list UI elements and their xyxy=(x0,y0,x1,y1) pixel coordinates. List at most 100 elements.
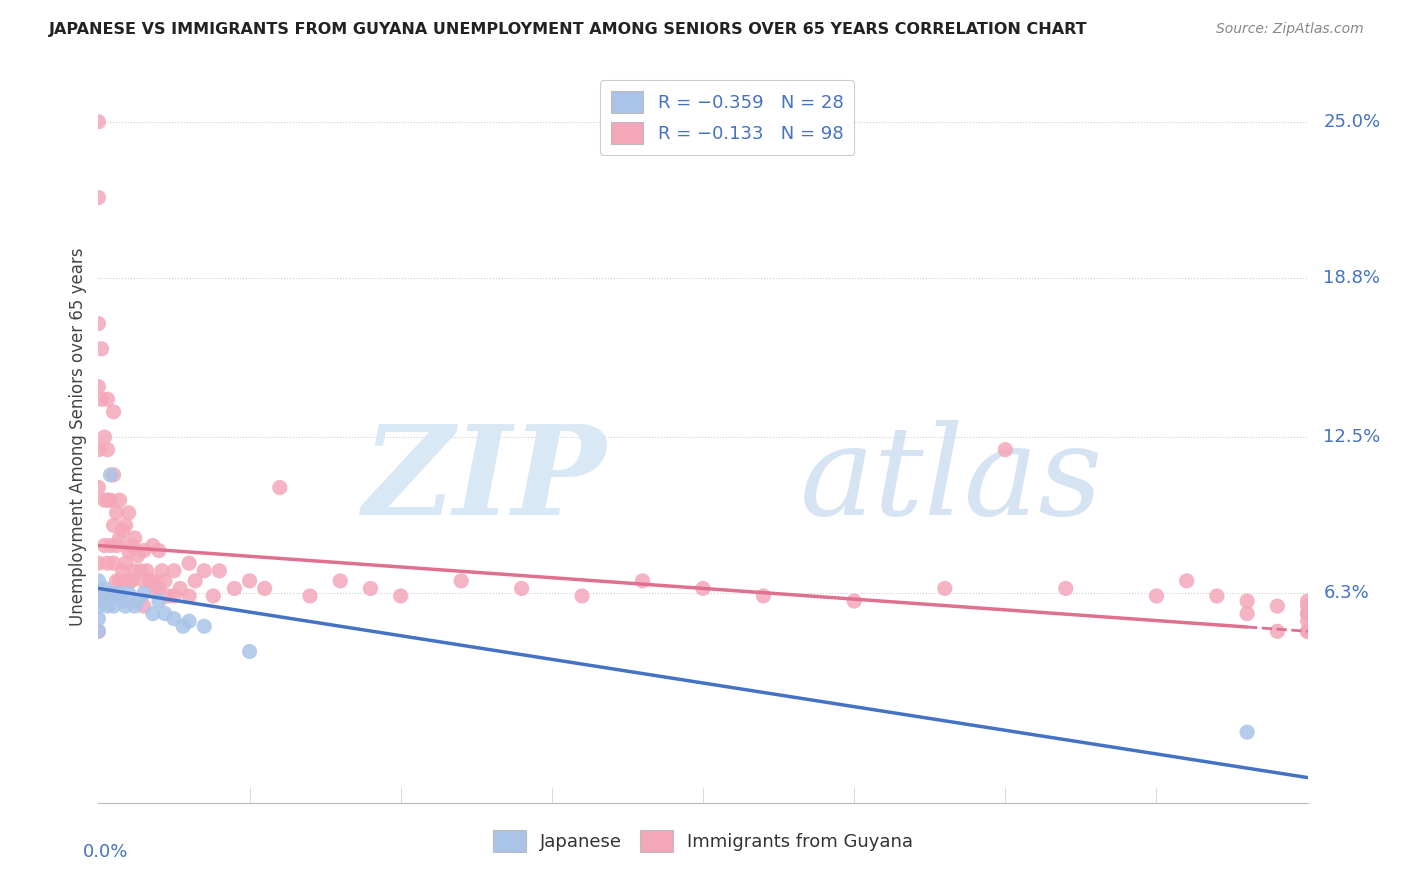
Point xyxy=(692,582,714,596)
Point xyxy=(631,574,654,588)
Point xyxy=(135,564,157,578)
Point xyxy=(118,506,141,520)
Point xyxy=(1296,624,1319,639)
Point xyxy=(127,594,149,608)
Point xyxy=(87,599,110,613)
Text: atlas: atlas xyxy=(800,420,1104,541)
Point xyxy=(103,405,125,419)
Point xyxy=(93,430,115,444)
Point xyxy=(132,599,155,613)
Point xyxy=(1296,607,1319,621)
Point xyxy=(105,539,128,553)
Point xyxy=(329,574,352,588)
Point xyxy=(124,531,146,545)
Point xyxy=(1296,599,1319,613)
Text: Source: ZipAtlas.com: Source: ZipAtlas.com xyxy=(1216,22,1364,37)
Point xyxy=(103,586,125,600)
Point xyxy=(87,624,110,639)
Point xyxy=(118,586,141,600)
Point xyxy=(1296,607,1319,621)
Point xyxy=(193,564,215,578)
Point xyxy=(111,594,134,608)
Point xyxy=(1236,607,1258,621)
Point xyxy=(87,190,110,204)
Point xyxy=(87,481,110,495)
Point xyxy=(114,599,136,613)
Point xyxy=(96,586,118,600)
Point xyxy=(108,493,131,508)
Point xyxy=(148,582,170,596)
Point xyxy=(132,543,155,558)
Point xyxy=(150,564,173,578)
Point xyxy=(844,594,866,608)
Point xyxy=(93,589,115,603)
Point xyxy=(1054,582,1077,596)
Point xyxy=(1267,624,1289,639)
Point xyxy=(87,115,110,129)
Y-axis label: Unemployment Among Seniors over 65 years: Unemployment Among Seniors over 65 years xyxy=(69,248,87,626)
Point xyxy=(450,574,472,588)
Text: 25.0%: 25.0% xyxy=(1323,112,1381,131)
Point xyxy=(571,589,593,603)
Point xyxy=(156,589,179,603)
Point xyxy=(1296,624,1319,639)
Point xyxy=(93,582,115,596)
Point xyxy=(87,442,110,457)
Point xyxy=(389,589,412,603)
Point xyxy=(93,539,115,553)
Point xyxy=(179,614,201,628)
Point xyxy=(96,392,118,407)
Point xyxy=(153,574,176,588)
Point xyxy=(360,582,382,596)
Point xyxy=(124,564,146,578)
Point xyxy=(145,582,167,596)
Point xyxy=(299,589,322,603)
Point xyxy=(139,574,162,588)
Point xyxy=(253,582,276,596)
Point xyxy=(108,531,131,545)
Point xyxy=(108,574,131,588)
Point xyxy=(103,518,125,533)
Point xyxy=(163,589,186,603)
Point xyxy=(163,612,186,626)
Point xyxy=(169,582,191,596)
Point xyxy=(96,442,118,457)
Point xyxy=(1144,589,1167,603)
Text: 12.5%: 12.5% xyxy=(1323,428,1381,446)
Point xyxy=(148,543,170,558)
Text: 18.8%: 18.8% xyxy=(1323,269,1381,287)
Point xyxy=(96,556,118,570)
Point xyxy=(90,392,112,407)
Point xyxy=(87,624,110,639)
Point xyxy=(100,493,122,508)
Point xyxy=(239,574,262,588)
Point xyxy=(1236,594,1258,608)
Point xyxy=(239,644,262,658)
Point xyxy=(100,467,122,482)
Point xyxy=(127,549,149,563)
Point xyxy=(1296,614,1319,628)
Point xyxy=(269,481,291,495)
Point xyxy=(121,539,143,553)
Point xyxy=(87,574,110,588)
Point xyxy=(179,589,201,603)
Point xyxy=(1206,589,1229,603)
Point xyxy=(121,574,143,588)
Point xyxy=(111,524,134,538)
Point xyxy=(93,594,115,608)
Point xyxy=(193,619,215,633)
Point xyxy=(118,543,141,558)
Point xyxy=(90,342,112,356)
Point xyxy=(163,564,186,578)
Point xyxy=(132,586,155,600)
Point xyxy=(105,574,128,588)
Point xyxy=(184,574,207,588)
Point xyxy=(124,599,146,613)
Point xyxy=(114,518,136,533)
Point xyxy=(103,599,125,613)
Point xyxy=(103,467,125,482)
Point xyxy=(1236,725,1258,739)
Text: 6.3%: 6.3% xyxy=(1323,584,1369,602)
Point xyxy=(87,556,110,570)
Point xyxy=(208,564,231,578)
